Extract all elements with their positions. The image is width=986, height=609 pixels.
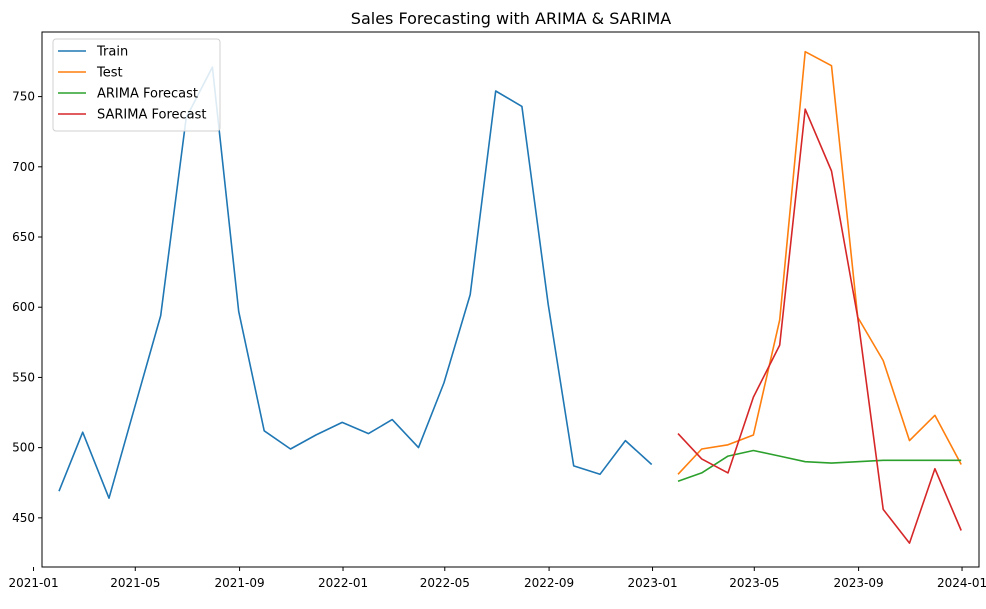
y-tick-label: 500 [12, 441, 35, 455]
x-axis: 2021-01 2021-05 2021-09 2022-01 2022-05 2022-… [8, 567, 986, 590]
legend-label: SARIMA Forecast [97, 108, 207, 123]
x-tick-label: 2021-09 [215, 576, 265, 590]
legend-label: Train [96, 45, 128, 60]
y-tick-label: 650 [12, 230, 35, 244]
x-tick-label: 2024-01 [937, 576, 986, 590]
y-axis: 450 500 550 600 650 700 750 [12, 90, 42, 525]
y-tick-label: 600 [12, 300, 35, 314]
series-line-sarima-forecast [677, 108, 962, 544]
series-layer [58, 50, 962, 544]
y-tick-label: 700 [12, 160, 35, 174]
chart-title: Sales Forecasting with ARIMA & SARIMA [351, 9, 671, 28]
y-tick-label: 450 [12, 511, 35, 525]
x-tick-label: 2022-01 [318, 576, 368, 590]
legend-label: ARIMA Forecast [97, 87, 198, 102]
x-tick-label: 2023-09 [834, 576, 884, 590]
legend: Train Test ARIMA Forecast SARIMA Forecast [52, 38, 221, 132]
x-tick-label: 2023-01 [627, 576, 677, 590]
legend-label: Test [96, 66, 123, 81]
x-tick-label: 2021-01 [8, 576, 58, 590]
y-tick-label: 750 [12, 90, 35, 104]
x-tick-label: 2023-05 [729, 576, 779, 590]
y-tick-label: 550 [12, 370, 35, 384]
series-line-train [58, 66, 653, 500]
legend-box [52, 38, 221, 132]
series-line-test [677, 50, 962, 475]
x-tick-label: 2021-05 [110, 576, 160, 590]
series-line-arima-forecast [677, 449, 962, 483]
x-tick-label: 2022-09 [524, 576, 574, 590]
x-tick-label: 2022-05 [420, 576, 470, 590]
plot-frame [41, 31, 980, 568]
